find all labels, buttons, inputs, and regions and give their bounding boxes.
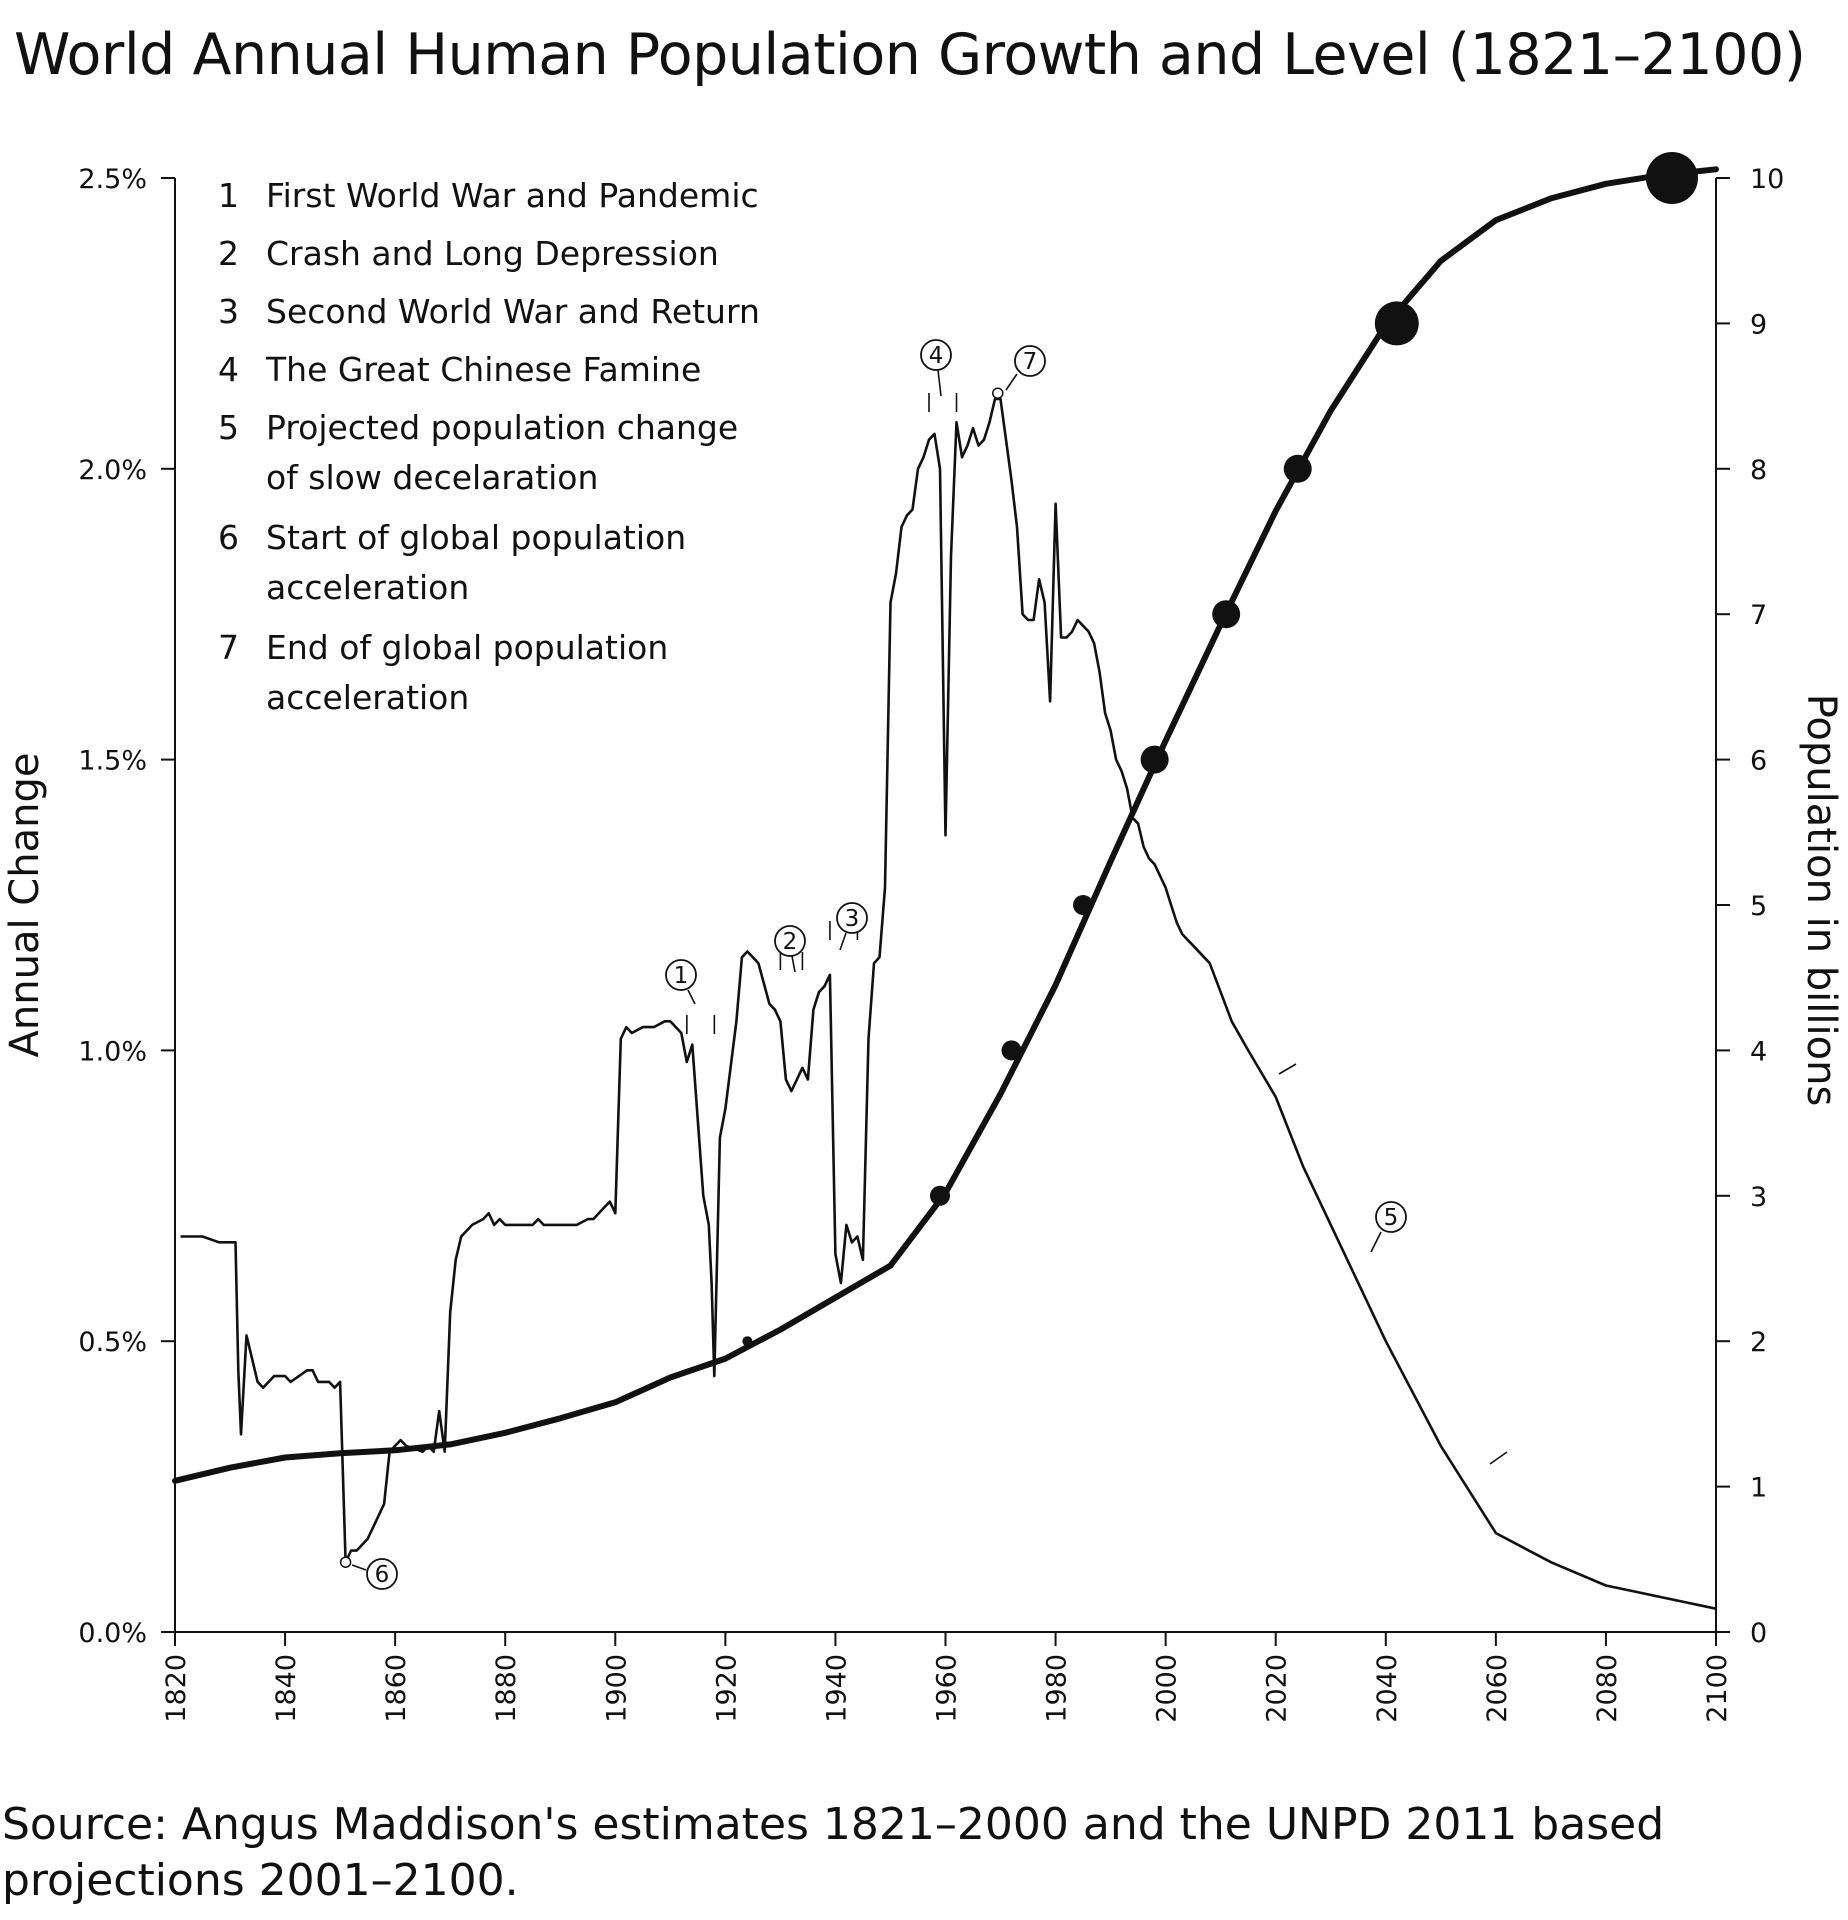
annotation-7-number: 7 [1023,349,1038,375]
population-billion-marker [1212,600,1241,629]
legend-item-5-number: 5 [218,408,239,447]
population-billion-marker [1073,895,1094,915]
legend-item-6-text: acceleration [266,568,469,607]
population-billion-marker [1140,745,1169,774]
x-tick-label: 2100 [1702,1654,1733,1723]
source-note: Source: Angus Maddison's estimates 1821–… [2,1799,1665,1906]
y-left-tick-label: 0.0% [78,1618,147,1649]
legend-item-3-number: 3 [218,292,239,331]
y-left-tick-label: 2.5% [78,164,147,195]
y-axis-left-label: Annual Change [2,753,48,1058]
tick-marks: 1820 1840 1860 1880 1900 1920 1940 1960 1980 2000… [78,164,1784,1723]
annotation-7-point [992,387,1004,399]
population-billion-marker [742,1336,753,1347]
y-left-tick-label: 2.0% [78,455,147,486]
x-tick-label: 2040 [1372,1654,1403,1723]
annotation-6-point [339,1556,352,1568]
annotation-5-circle [1375,1201,1407,1233]
legend-item-5-text: Projected population change [266,408,738,447]
legend-item-4-number: 4 [218,350,239,389]
legend-item-1-number: 1 [218,176,239,215]
annotation-7-leader [1005,373,1018,391]
annual-change-line [180,397,1717,1610]
x-tick-label: 1860 [381,1654,412,1723]
annotation-2-number: 2 [783,929,798,955]
x-tick-label: 1880 [491,1654,522,1723]
legend-item-4-text: The Great Chinese Famine [265,350,701,389]
annotation-5-number: 5 [1384,1205,1399,1231]
legend-item-3-text: Second World War and Return [266,292,760,331]
legend-item-6-number: 6 [218,518,239,557]
annotation-1-leader [687,989,696,1005]
y-right-tick-label: 1 [1750,1473,1767,1504]
annotation-6-circle [366,1558,398,1590]
y-right-tick-label: 5 [1750,891,1767,922]
annotation-4-circle [920,339,952,371]
legend-item-1-text: First World War and Pandemic [266,176,759,215]
annotation-6-number: 6 [375,1562,390,1588]
population-billion-marker [1283,454,1312,483]
x-tick-label: 2000 [1152,1654,1183,1723]
x-tick-label: 2020 [1262,1654,1293,1723]
population-billion-marker [929,1185,950,1206]
legend-item-2-text: Crash and Long Depression [266,234,719,273]
population-billion-marker [1001,1040,1022,1061]
legend-item-7-text: acceleration [266,678,469,717]
annotation-1-circle [665,959,697,991]
y-right-tick-label: 4 [1750,1036,1767,1067]
annotation-7-circle [1014,345,1046,377]
x-tick-label: 1920 [711,1654,742,1723]
population-billion-marker [1645,152,1698,204]
legend-item-7-text: End of global population [266,628,668,667]
annotation-6-leader [351,1564,367,1571]
legend-item-7-number: 7 [218,628,239,667]
x-tick-label: 1960 [932,1654,963,1723]
y-right-tick-label: 10 [1750,164,1784,195]
y-left-tick-label: 1.0% [78,1036,147,1067]
y-right-tick-label: 3 [1750,1182,1767,1213]
annotation-layer: 1 2 3 4 7 6 5 [339,339,1508,1590]
x-tick-label: 2060 [1482,1654,1513,1723]
chart-title: World Annual Human Population Growth and… [14,22,1806,88]
x-tick-label: 1820 [161,1654,192,1723]
legend-item-6-text: Start of global population [266,518,686,557]
annotation-5-range-tick [1489,1451,1508,1465]
annotation-5-range-tick [1278,1063,1297,1075]
population-billion-marker [1374,301,1419,346]
population-layer [172,152,1719,1484]
x-tick-label: 1940 [821,1654,852,1723]
annotation-4-leader [937,369,942,397]
y-axis-right-label: Population in billions [1798,694,1844,1107]
y-right-tick-label: 0 [1750,1618,1767,1649]
x-tick-label: 2080 [1592,1654,1623,1723]
legend: 1 First World War and Pandemic 2 Crash and … [218,176,760,717]
axes [174,178,1717,1633]
y-right-tick-label: 2 [1750,1327,1767,1358]
annotation-3-leader [839,932,847,951]
annotation-2-leader [791,955,796,973]
annual-change-layer [180,397,1717,1610]
annotation-5-leader [1370,1231,1382,1253]
y-right-tick-label: 6 [1750,746,1767,777]
annotation-3-circle [836,902,868,934]
legend-item-2-number: 2 [218,234,239,273]
y-left-tick-label: 0.5% [78,1327,147,1358]
x-tick-label: 1900 [601,1654,632,1723]
y-right-tick-label: 7 [1750,600,1767,631]
x-tick-label: 1840 [271,1654,302,1723]
chart-svg: 1820 1840 1860 1880 1900 1920 1940 1960 1980 2000… [2,152,1844,1723]
x-tick-label: 1980 [1042,1654,1073,1723]
y-left-tick-label: 1.5% [78,746,147,777]
legend-item-5-text: of slow decelaration [266,458,598,497]
annotation-4-number: 4 [929,343,944,369]
annotation-2-circle [774,925,806,957]
annotation-1-number: 1 [674,963,689,989]
y-right-tick-label: 8 [1750,455,1767,486]
annotation-3-number: 3 [845,906,860,932]
y-right-tick-label: 9 [1750,309,1767,340]
